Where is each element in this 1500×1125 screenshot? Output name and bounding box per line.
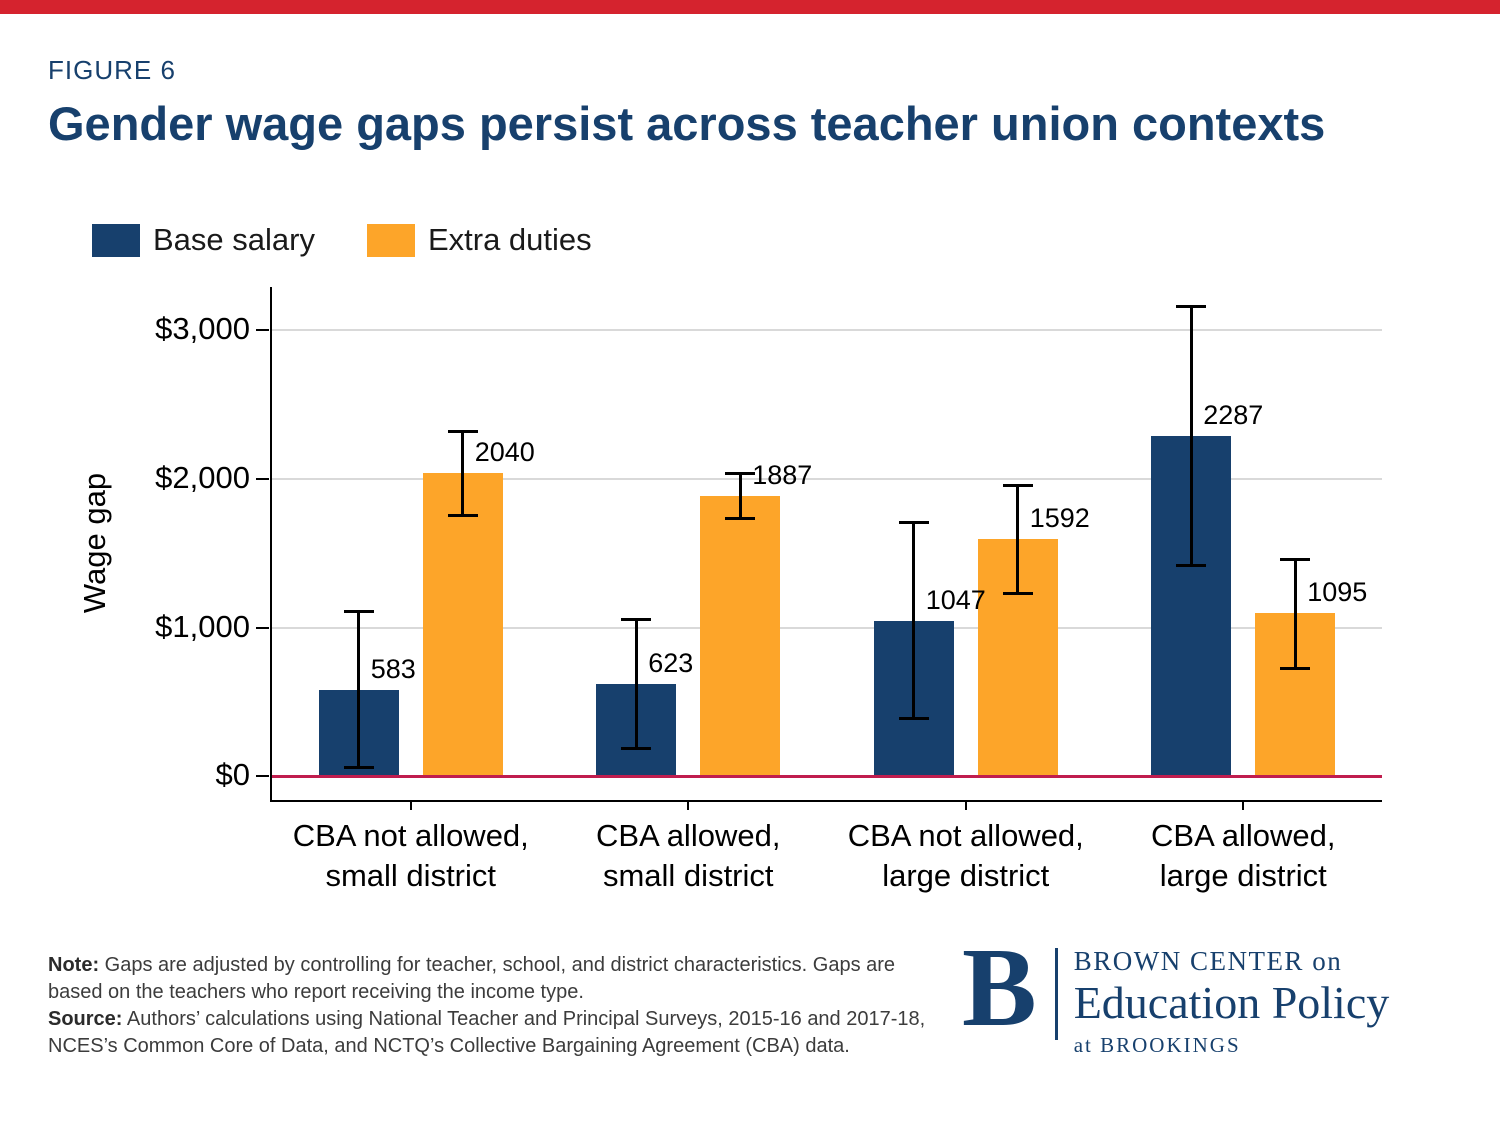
error-bar-base-salary bbox=[1189, 306, 1193, 566]
bar-value-label: 1047 bbox=[925, 584, 986, 615]
error-cap-bottom bbox=[1002, 592, 1033, 596]
brookings-logo: B BROWN CENTER on Education Policy at BR… bbox=[962, 926, 1390, 1058]
source-text: Authors’ calculations using National Tea… bbox=[48, 1008, 926, 1057]
error-cap-bottom bbox=[621, 746, 652, 750]
y-tick bbox=[256, 626, 269, 629]
source-label: Source: bbox=[48, 1008, 123, 1030]
plot-area: $0 $1,000 $2,000 $3,000 CBA not allowed, smal… bbox=[155, 287, 1382, 893]
top-accent-bar bbox=[0, 0, 1500, 14]
y-tick bbox=[256, 329, 269, 332]
gridline-2000 bbox=[272, 477, 1382, 480]
bar-extra-duties bbox=[700, 495, 781, 777]
x-tick bbox=[964, 800, 967, 810]
note-text: Gaps are adjusted by controlling for tea… bbox=[48, 954, 896, 1003]
error-cap-top bbox=[1280, 558, 1311, 562]
logo-b-letter: B bbox=[962, 926, 1037, 1050]
error-cap-bottom bbox=[725, 517, 756, 521]
legend-swatch bbox=[92, 223, 140, 257]
error-bar-extra-duties bbox=[461, 431, 465, 515]
zero-baseline bbox=[272, 774, 1382, 778]
legend-swatch bbox=[366, 223, 415, 257]
legend-label: Base salary bbox=[153, 222, 315, 257]
bar-extra-duties bbox=[422, 472, 503, 777]
bar-value-label: 623 bbox=[648, 647, 694, 678]
logo-at-brookings: at BROOKINGS bbox=[1073, 1033, 1241, 1057]
legend-item-extra-duties: Extra duties bbox=[366, 222, 592, 258]
error-cap-bottom bbox=[447, 513, 478, 517]
error-bar-extra-duties bbox=[1293, 559, 1297, 668]
y-tick bbox=[256, 775, 269, 778]
x-category-label: CBA not allowed, large district bbox=[847, 818, 1084, 893]
page-title: Gender wage gaps persist across teacher … bbox=[48, 97, 1326, 150]
error-cap-bottom bbox=[1176, 564, 1207, 568]
bar-value-label: 1592 bbox=[1029, 503, 1090, 534]
y-tick bbox=[256, 477, 269, 480]
y-tick-label: $0 bbox=[215, 757, 250, 793]
error-bar-base-salary bbox=[912, 521, 916, 719]
y-tick-label: $2,000 bbox=[155, 459, 250, 495]
error-cap-top bbox=[898, 520, 929, 524]
error-cap-top bbox=[1176, 305, 1207, 309]
logo-education-policy: Education Policy bbox=[1073, 977, 1390, 1028]
figure-label: FIGURE 6 bbox=[48, 55, 176, 85]
note-label: Note: bbox=[48, 954, 100, 976]
error-bar-base-salary bbox=[357, 611, 361, 768]
error-cap-top bbox=[725, 471, 756, 475]
x-category-label: CBA not allowed, small district bbox=[292, 818, 529, 893]
bar-value-label: 583 bbox=[370, 653, 416, 684]
chart-legend: Base salary Extra duties bbox=[92, 222, 592, 258]
note-paragraph: Note: Gaps are adjusted by controlling f… bbox=[48, 952, 948, 1006]
error-cap-bottom bbox=[343, 766, 374, 770]
error-cap-bottom bbox=[1280, 666, 1311, 670]
bar-value-label: 2040 bbox=[474, 436, 535, 467]
legend-item-base-salary: Base salary bbox=[92, 222, 315, 258]
x-tick bbox=[409, 800, 412, 810]
x-tick bbox=[687, 800, 690, 810]
error-cap-top bbox=[343, 610, 374, 614]
bar-value-label: 1887 bbox=[752, 459, 813, 490]
x-tick bbox=[1242, 800, 1245, 810]
gridline-1000 bbox=[272, 626, 1382, 629]
error-cap-top bbox=[1002, 483, 1033, 487]
gridline-3000 bbox=[272, 329, 1382, 332]
error-bar-extra-duties bbox=[738, 472, 742, 519]
y-tick-label: $3,000 bbox=[155, 311, 250, 347]
x-category-label: CBA allowed, large district bbox=[1151, 818, 1336, 893]
bar-value-label: 1095 bbox=[1307, 577, 1368, 608]
error-cap-bottom bbox=[898, 717, 929, 721]
logo-brown-center: BROWN CENTER on bbox=[1073, 946, 1343, 976]
error-cap-top bbox=[621, 618, 652, 622]
y-tick-label: $1,000 bbox=[155, 608, 250, 644]
chart-notes: Note: Gaps are adjusted by controlling f… bbox=[48, 952, 948, 1060]
logo-text: BROWN CENTER on Education Policy at BROO… bbox=[1074, 938, 1390, 1058]
error-cap-top bbox=[447, 430, 478, 434]
x-category-label: CBA allowed, small district bbox=[596, 818, 781, 893]
error-bar-extra-duties bbox=[1016, 484, 1020, 594]
source-paragraph: Source: Authors’ calculations using Nati… bbox=[48, 1006, 948, 1060]
bar-value-label: 2287 bbox=[1203, 400, 1264, 431]
logo-divider bbox=[1054, 948, 1058, 1040]
legend-label: Extra duties bbox=[427, 222, 592, 257]
error-bar-base-salary bbox=[634, 619, 638, 748]
